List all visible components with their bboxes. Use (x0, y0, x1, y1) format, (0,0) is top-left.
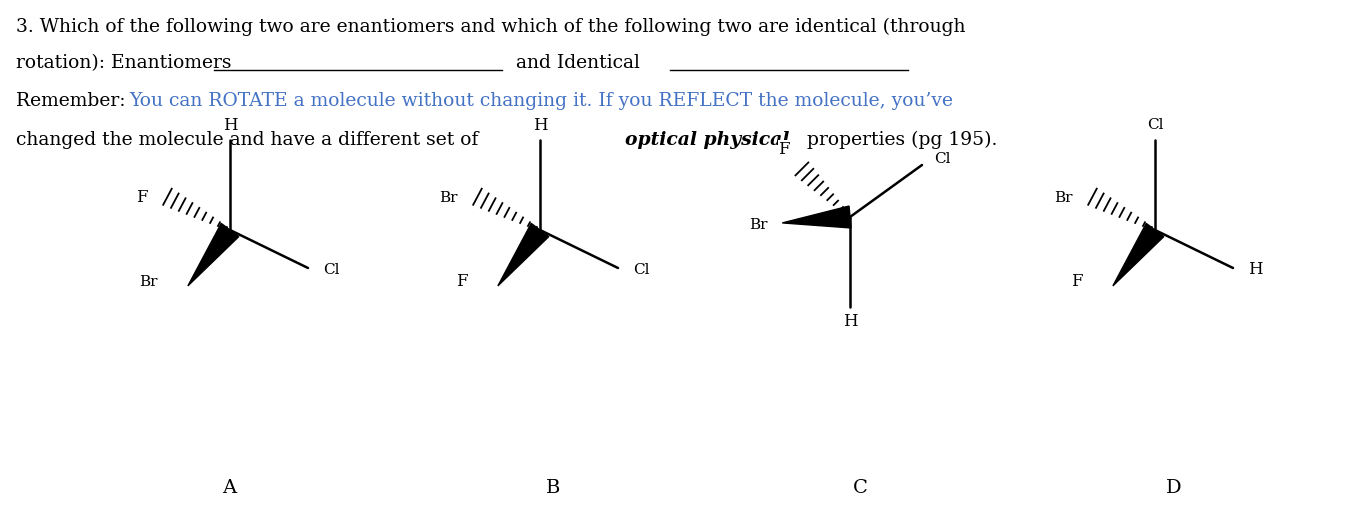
Text: D: D (1166, 479, 1182, 497)
Text: Br: Br (139, 275, 158, 289)
Text: Cl: Cl (934, 152, 950, 166)
Text: Remember:: Remember: (16, 92, 132, 110)
Text: 3. Which of the following two are enantiomers and which of the following two are: 3. Which of the following two are enanti… (16, 18, 966, 36)
Text: H: H (1248, 262, 1263, 279)
Text: properties (pg 195).: properties (pg 195). (801, 131, 998, 149)
Text: You can ROTATE a molecule without changing it. If you REFLECT the molecule, you’: You can ROTATE a molecule without changi… (130, 92, 954, 110)
Text: H: H (532, 117, 547, 134)
Text: Cl: Cl (633, 263, 650, 277)
Text: Cl: Cl (1147, 118, 1163, 132)
Text: optical physical: optical physical (625, 131, 789, 148)
Text: changed the molecule and have a different set of: changed the molecule and have a differen… (16, 131, 485, 148)
Text: B: B (546, 479, 560, 497)
Text: C: C (853, 479, 867, 497)
Polygon shape (782, 206, 850, 228)
Text: F: F (136, 189, 147, 206)
Text: Cl: Cl (324, 263, 340, 277)
Polygon shape (188, 223, 239, 286)
Text: F: F (778, 140, 790, 158)
Text: Br: Br (749, 218, 768, 232)
Text: H: H (842, 313, 857, 331)
Text: Br: Br (440, 191, 459, 205)
Text: F: F (456, 273, 468, 290)
Text: H: H (222, 117, 238, 134)
Polygon shape (498, 223, 549, 286)
Text: F: F (1072, 273, 1082, 290)
Polygon shape (1112, 223, 1164, 286)
Text: Br: Br (1055, 191, 1073, 205)
Text: A: A (222, 479, 236, 497)
Text: rotation): Enantiomers: rotation): Enantiomers (16, 54, 232, 72)
Text: and Identical: and Identical (516, 54, 640, 72)
